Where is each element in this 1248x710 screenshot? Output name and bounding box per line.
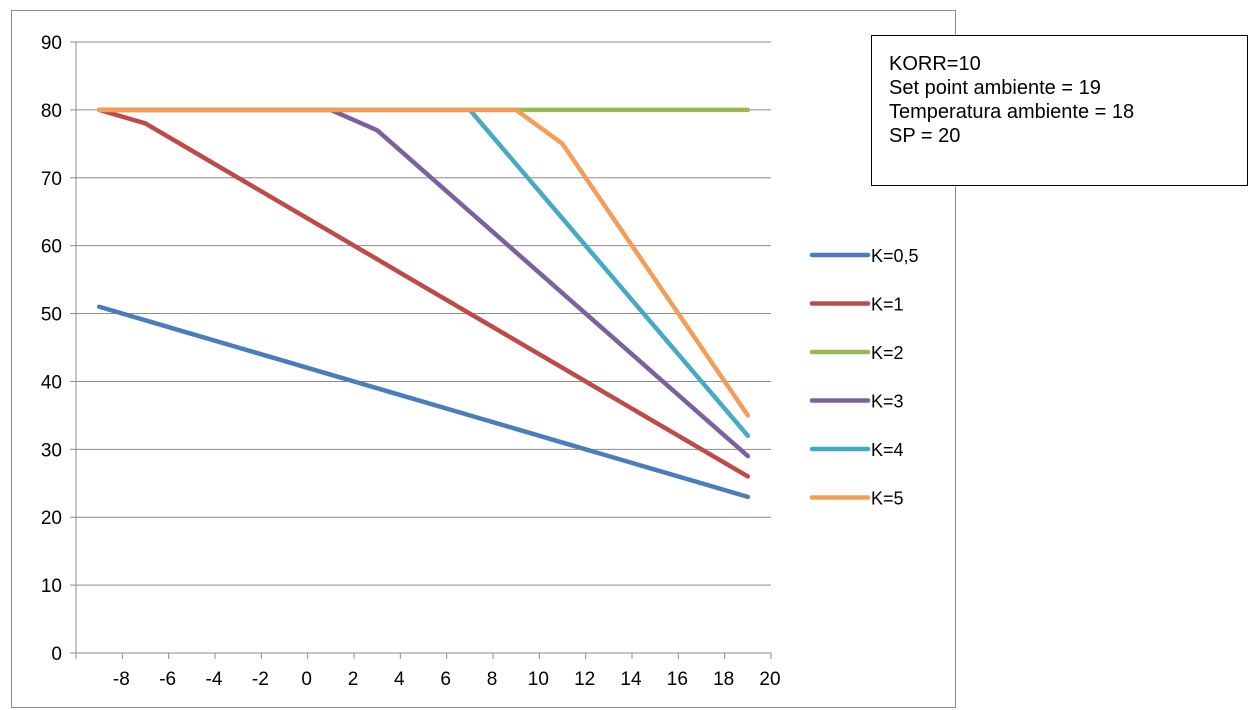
y-tick-label: 90: [41, 33, 62, 54]
y-tick-label: 10: [41, 576, 62, 597]
y-tick-label: 30: [41, 440, 62, 461]
x-tick-label: 8: [487, 669, 498, 690]
y-tick-label: 50: [41, 305, 62, 326]
legend-label: K=4: [871, 440, 904, 460]
y-tick-label: 80: [41, 101, 62, 122]
x-tick-label: 10: [528, 669, 549, 690]
y-tick-label: 0: [51, 644, 62, 665]
x-tick-label: -4: [206, 669, 223, 690]
chart-area: 0 10 20 30 40 50 60 70 80 90 -8 -6 -4 -2 0 2 4 6 8 10 12 14 16…: [11, 10, 956, 708]
series-line: [96, 107, 751, 479]
y-tick-label: 20: [41, 508, 62, 529]
param-sp: SP = 20: [889, 125, 961, 147]
legend-label: K=2: [871, 343, 904, 363]
legend-label: K=3: [871, 392, 904, 412]
x-tick-label: 18: [713, 669, 734, 690]
line-chart: 0 10 20 30 40 50 60 70 80 90 -8 -6 -4 -2 0 2 4 6 8 10 12 14 16…: [41, 33, 919, 690]
x-tick-label: 14: [620, 669, 642, 690]
y-tick-label: 60: [41, 237, 62, 258]
parameters-box: KORR=10 Set point ambiente = 19 Temperat…: [871, 35, 1248, 186]
x-tick-label: 16: [667, 669, 688, 690]
x-tick-label: 2: [348, 669, 359, 690]
series-line: [96, 107, 751, 418]
param-set-point: Set point ambiente = 19: [889, 77, 1101, 99]
series-line: [96, 304, 751, 500]
param-room-temperature: Temperatura ambiente = 18: [889, 101, 1135, 123]
x-tick-label: 6: [440, 669, 451, 690]
legend-label: K=0,5: [871, 246, 919, 266]
x-tick-label: -8: [113, 669, 130, 690]
x-tick-label: -6: [159, 669, 176, 690]
series-line: [96, 107, 751, 459]
x-tick-label: 20: [759, 669, 780, 690]
legend-label: K=1: [871, 295, 904, 315]
x-tick-label: 0: [301, 669, 312, 690]
x-tick-label: -2: [252, 669, 269, 690]
y-tick-label: 40: [41, 372, 62, 393]
x-tick-label: 4: [394, 669, 405, 690]
x-tick-label: 12: [574, 669, 595, 690]
legend-label: K=5: [871, 489, 904, 509]
param-korr: KORR=10: [889, 53, 981, 75]
y-tick-label: 70: [41, 169, 62, 190]
